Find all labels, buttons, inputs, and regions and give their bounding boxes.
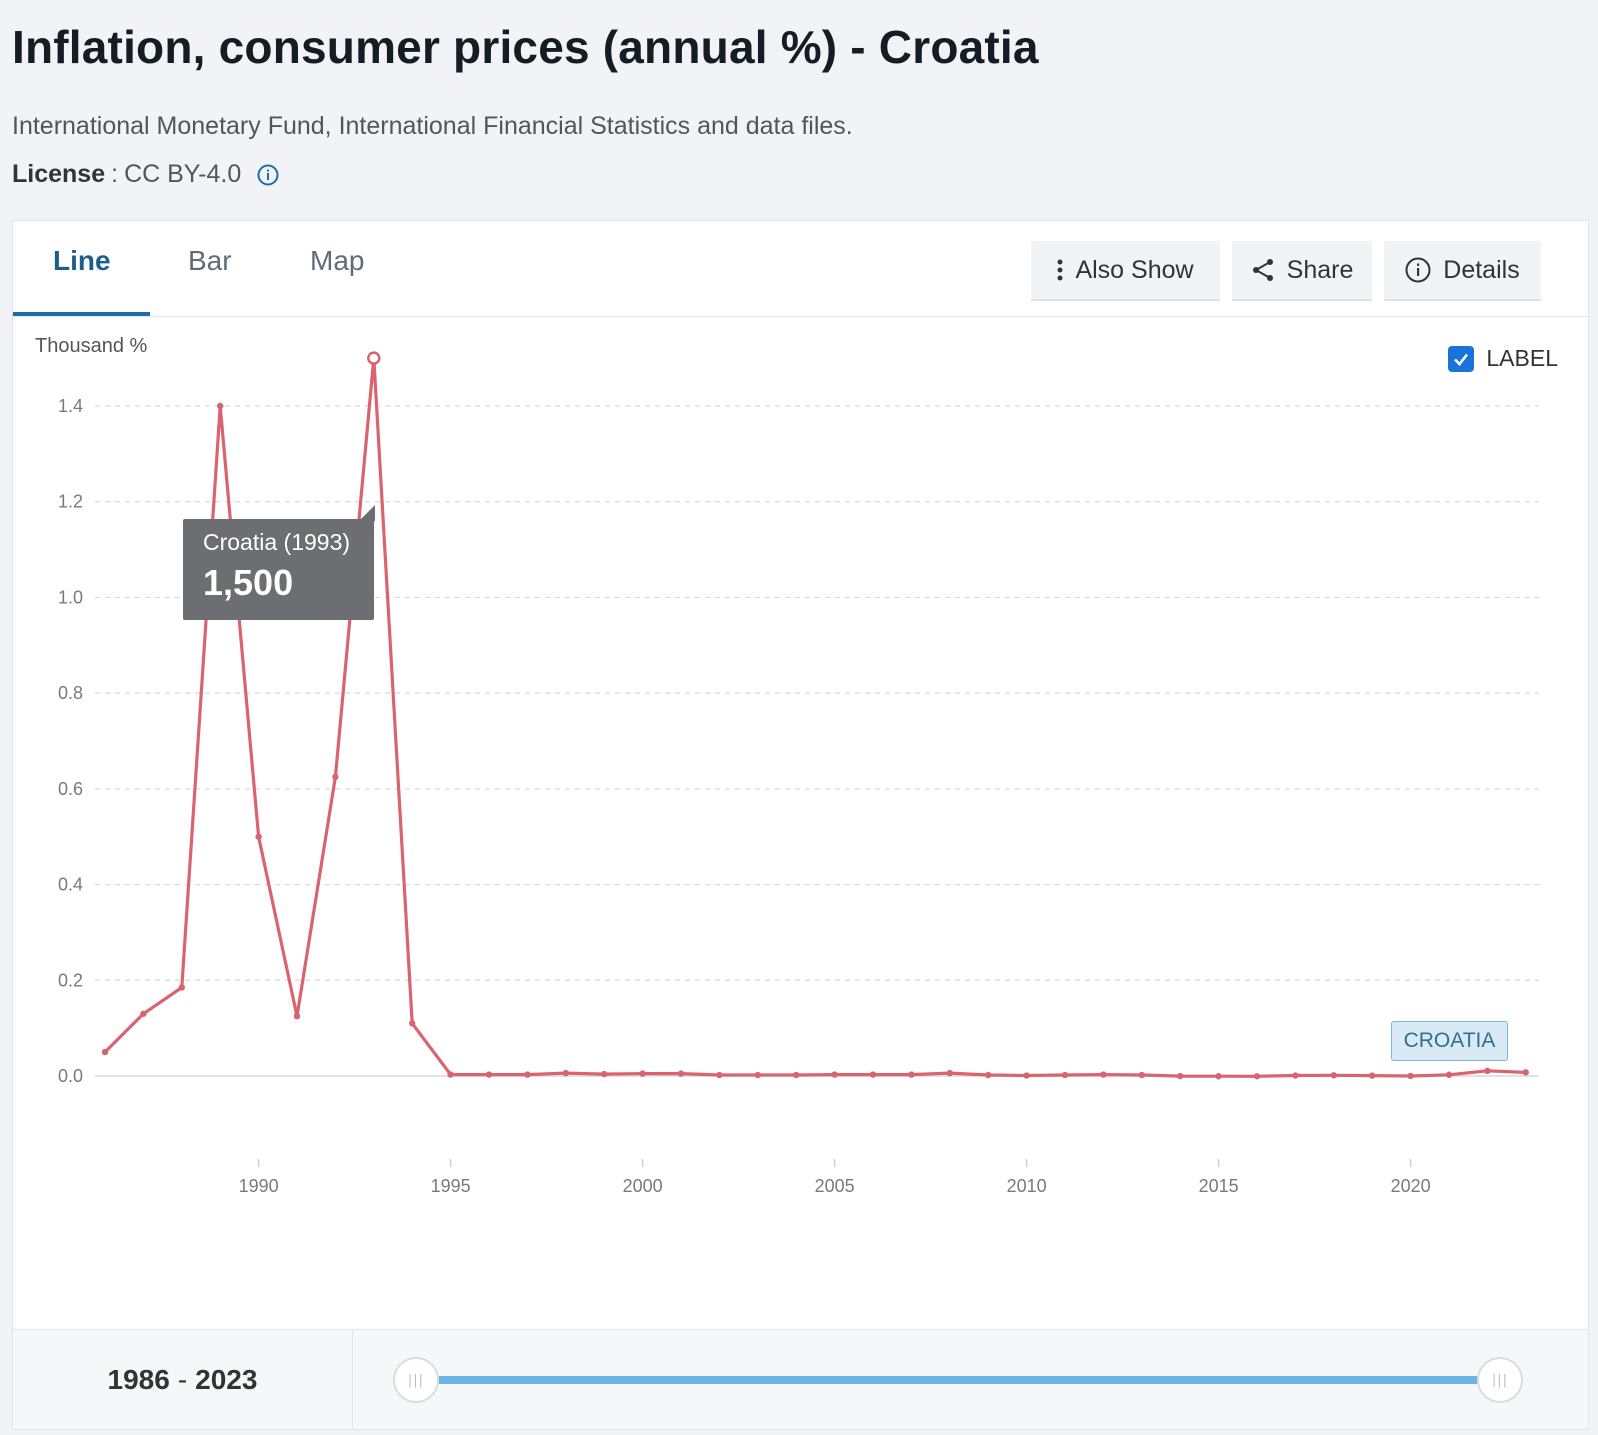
- chart-area: Thousand % LABEL 0.0 0.2 0.4 0.6 0.8 1.0 1.2 1.…: [13, 319, 1588, 1319]
- x-tick-label: 2005: [815, 1176, 855, 1196]
- x-tick-label: 2010: [1007, 1176, 1047, 1196]
- data-point: [1138, 1071, 1146, 1079]
- also-show-button[interactable]: Also Show: [1031, 241, 1220, 301]
- range-slider-track[interactable]: [415, 1376, 1499, 1384]
- chart-tabs: Line Bar Map Also Show Share Details: [13, 221, 1588, 317]
- tab-bar[interactable]: Bar: [188, 245, 232, 276]
- details-label: Details: [1443, 255, 1520, 284]
- data-point: [601, 1070, 608, 1078]
- y-tick-label: 1.4: [58, 396, 83, 416]
- data-point: [1215, 1073, 1222, 1080]
- data-point: [1061, 1071, 1069, 1079]
- data-point: [1100, 1071, 1107, 1078]
- range-start-handle[interactable]: |||: [393, 1357, 439, 1403]
- share-icon: [1251, 258, 1275, 282]
- share-label: Share: [1286, 255, 1354, 284]
- data-point: [908, 1071, 915, 1078]
- y-tick-label: 1.2: [58, 492, 83, 512]
- range-start: 1986: [107, 1363, 170, 1395]
- range-separator: -: [177, 1363, 188, 1395]
- x-tick-label: 1990: [239, 1176, 279, 1196]
- tooltip-arrow: [359, 505, 375, 521]
- y-tick-label: 0.2: [58, 970, 83, 990]
- data-point: [332, 773, 339, 781]
- info-icon[interactable]: [257, 164, 279, 186]
- tooltip-value: 1,500: [203, 562, 294, 603]
- data-tooltip: Croatia (1993) 1,500: [183, 505, 375, 620]
- data-point: [562, 1069, 569, 1077]
- data-source: International Monetary Fund, Internation…: [12, 112, 853, 140]
- data-point: [140, 1010, 147, 1017]
- data-point: [754, 1071, 761, 1079]
- data-point: [255, 833, 262, 840]
- share-button[interactable]: Share: [1232, 241, 1372, 301]
- data-point: [1445, 1071, 1453, 1078]
- data-point: [1292, 1072, 1299, 1079]
- data-point: [985, 1071, 992, 1079]
- page-title: Inflation, consumer prices (annual %) - …: [12, 21, 1039, 73]
- range-end-handle[interactable]: |||: [1477, 1357, 1523, 1403]
- y-tick-label: 0.4: [58, 875, 83, 895]
- data-point: [639, 1070, 646, 1077]
- tooltip-label: Croatia (1993): [203, 529, 351, 555]
- data-point: [831, 1071, 838, 1078]
- y-tick-label: 0.6: [58, 779, 83, 799]
- range-label: 1986 - 2023: [13, 1330, 353, 1429]
- data-point: [716, 1071, 723, 1079]
- tab-line[interactable]: Line: [53, 245, 111, 276]
- license-value: CC BY-4.0: [124, 160, 242, 188]
- series-label-badge: CROATIA: [1391, 1021, 1508, 1061]
- y-tick-label: 0.0: [58, 1066, 83, 1086]
- data-point: [101, 1048, 109, 1056]
- details-button[interactable]: Details: [1384, 241, 1541, 301]
- label-toggle[interactable]: LABEL: [1448, 345, 1558, 372]
- grip-icon: |||: [1491, 1372, 1509, 1388]
- data-point: [1484, 1067, 1491, 1075]
- grip-icon: |||: [407, 1372, 425, 1388]
- data-point: [1023, 1072, 1030, 1079]
- data-point: [1522, 1069, 1530, 1076]
- info-icon: [1405, 257, 1431, 283]
- data-point: [524, 1071, 531, 1078]
- data-point: [869, 1071, 877, 1078]
- y-tick-label: 1.0: [58, 587, 83, 607]
- tab-map[interactable]: Map: [310, 245, 365, 276]
- data-point-highlighted: [367, 351, 381, 365]
- y-axis-units: Thousand %: [35, 335, 148, 357]
- license-label: License: [12, 160, 106, 188]
- line-chart: 0.0 0.2 0.4 0.6 0.8 1.0 1.2 1.4 1990 1995 2000 2005…: [58, 351, 1539, 1196]
- data-point: [217, 402, 224, 410]
- data-point: [1330, 1072, 1338, 1079]
- data-point: [946, 1069, 953, 1077]
- y-tick-label: 0.8: [58, 683, 83, 703]
- license-line: License : CC BY-4.0: [12, 160, 279, 189]
- data-point: [677, 1070, 685, 1077]
- series-line: [103, 356, 1526, 1078]
- also-show-label: Also Show: [1075, 255, 1194, 284]
- data-point: [447, 1071, 454, 1078]
- license-separator: :: [111, 160, 119, 188]
- time-range-footer: 1986 - 2023 ||| |||: [13, 1329, 1588, 1429]
- x-tick-label: 2020: [1391, 1176, 1431, 1196]
- data-point: [1177, 1072, 1184, 1080]
- data-point: [178, 984, 185, 991]
- x-tick-label: 2015: [1199, 1176, 1239, 1196]
- checkbox-checked-icon[interactable]: [1448, 345, 1475, 372]
- data-point: [293, 1012, 301, 1020]
- data-point: [1369, 1072, 1376, 1079]
- range-end: 2023: [195, 1363, 258, 1395]
- more-vertical-icon: [1057, 259, 1063, 281]
- chart-card: Line Bar Map Also Show Share Details Tho…: [12, 220, 1589, 1430]
- x-tick-label: 1995: [431, 1176, 471, 1196]
- data-point: [1253, 1073, 1261, 1080]
- data-point: [1407, 1072, 1414, 1080]
- label-toggle-text: LABEL: [1486, 345, 1558, 371]
- data-point: [409, 1020, 416, 1027]
- active-tab-indicator: [13, 312, 150, 316]
- data-point: [485, 1071, 493, 1078]
- data-point: [793, 1071, 800, 1079]
- x-tick-label: 2000: [623, 1176, 663, 1196]
